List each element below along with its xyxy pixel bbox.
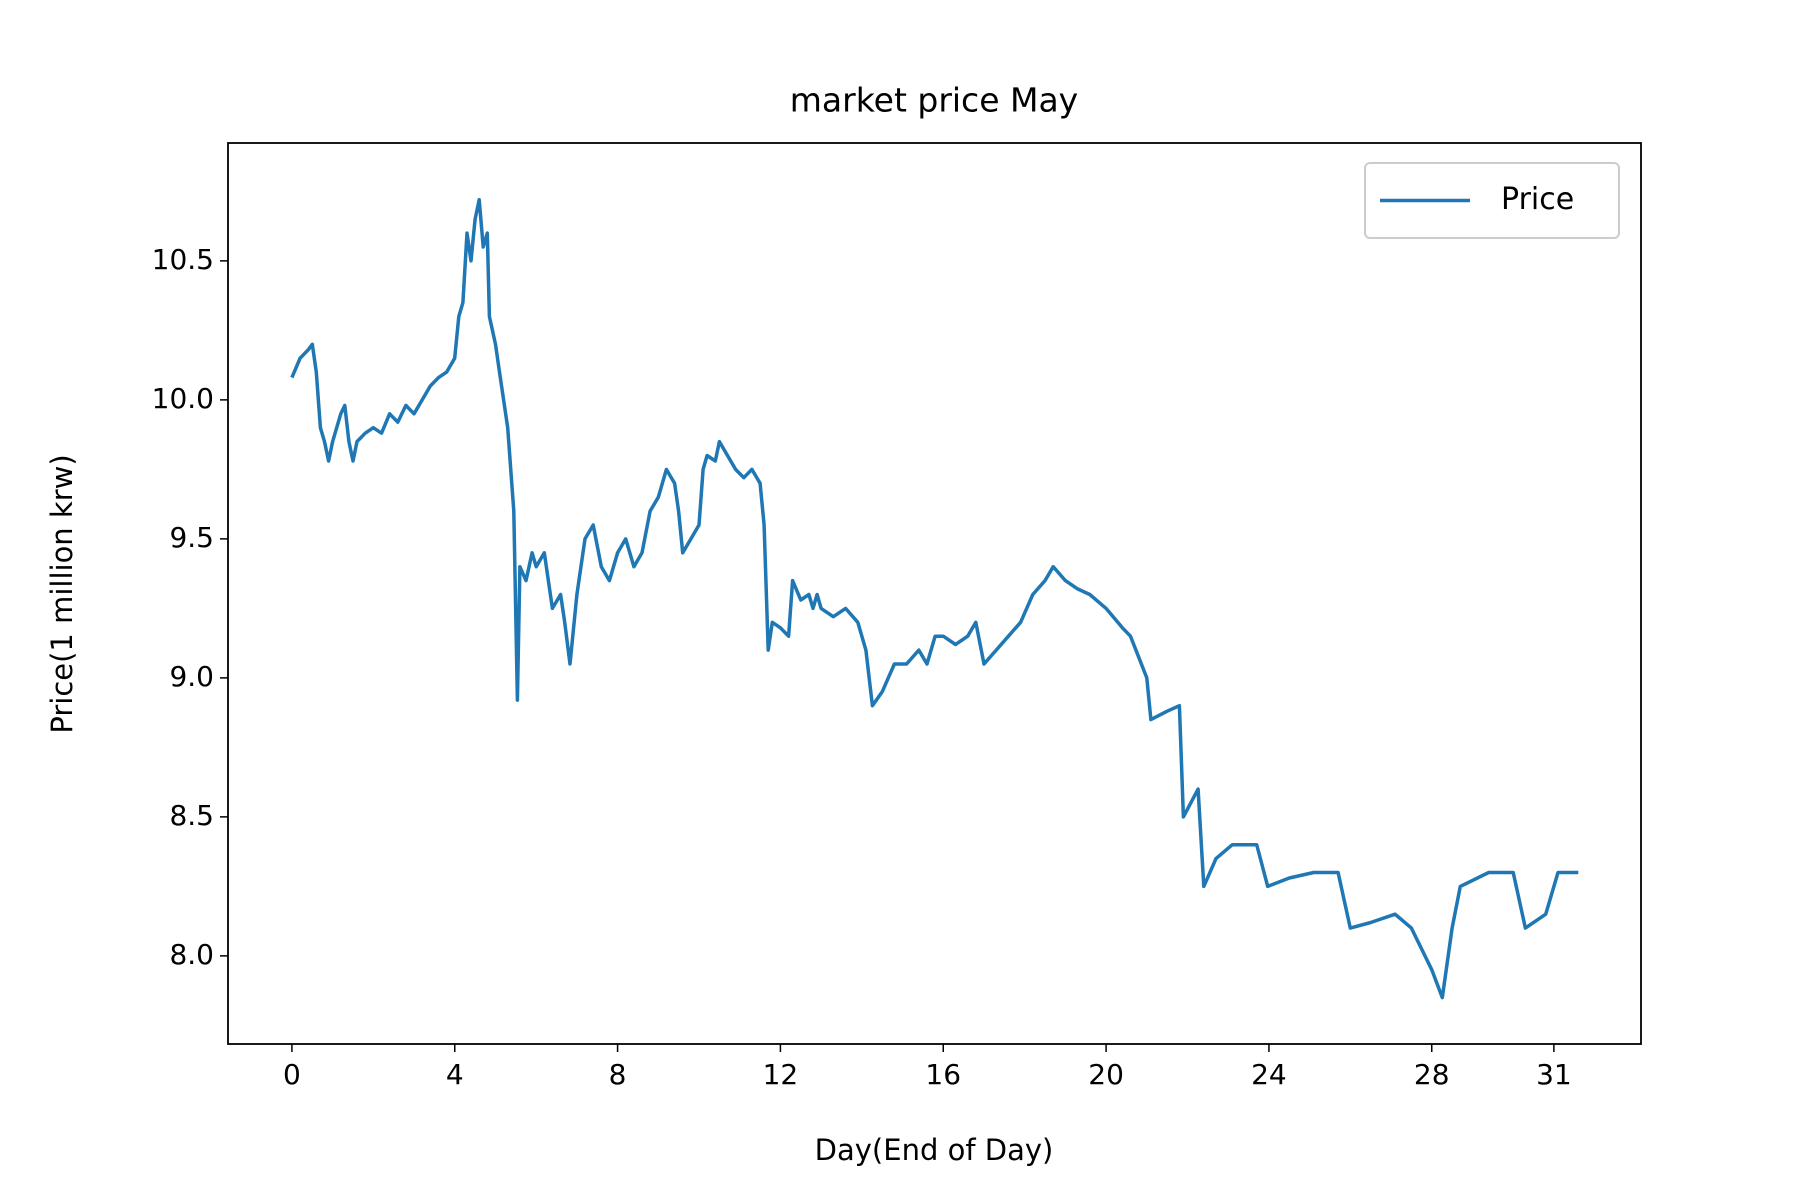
y-tick-label: 9.0 xyxy=(169,660,214,693)
chart-title: market price May xyxy=(790,81,1078,120)
x-tick-label: 20 xyxy=(1088,1058,1124,1091)
x-tick-label: 24 xyxy=(1251,1058,1287,1091)
legend-box xyxy=(1364,162,1620,239)
y-tick-label: 9.5 xyxy=(169,521,214,554)
x-tick-label: 8 xyxy=(609,1058,627,1091)
price-line xyxy=(290,197,1579,1000)
x-tick-label: 16 xyxy=(925,1058,961,1091)
y-axis-label: Price(1 million krw) xyxy=(45,454,79,733)
y-tick-label: 10.0 xyxy=(152,382,214,415)
x-tick-label: 31 xyxy=(1536,1058,1572,1091)
y-tick-label: 8.0 xyxy=(169,938,214,971)
y-tick-label: 10.5 xyxy=(152,243,214,276)
x-tick-label: 28 xyxy=(1414,1058,1450,1091)
x-tick-label: 0 xyxy=(283,1058,301,1091)
y-tick-label: 8.5 xyxy=(169,799,214,832)
x-tick-label: 4 xyxy=(446,1058,464,1091)
plot-frame xyxy=(227,142,1642,1045)
x-tick-label: 12 xyxy=(763,1058,799,1091)
legend-label: Price xyxy=(1501,182,1574,217)
x-axis-label: Day(End of Day) xyxy=(815,1133,1054,1167)
